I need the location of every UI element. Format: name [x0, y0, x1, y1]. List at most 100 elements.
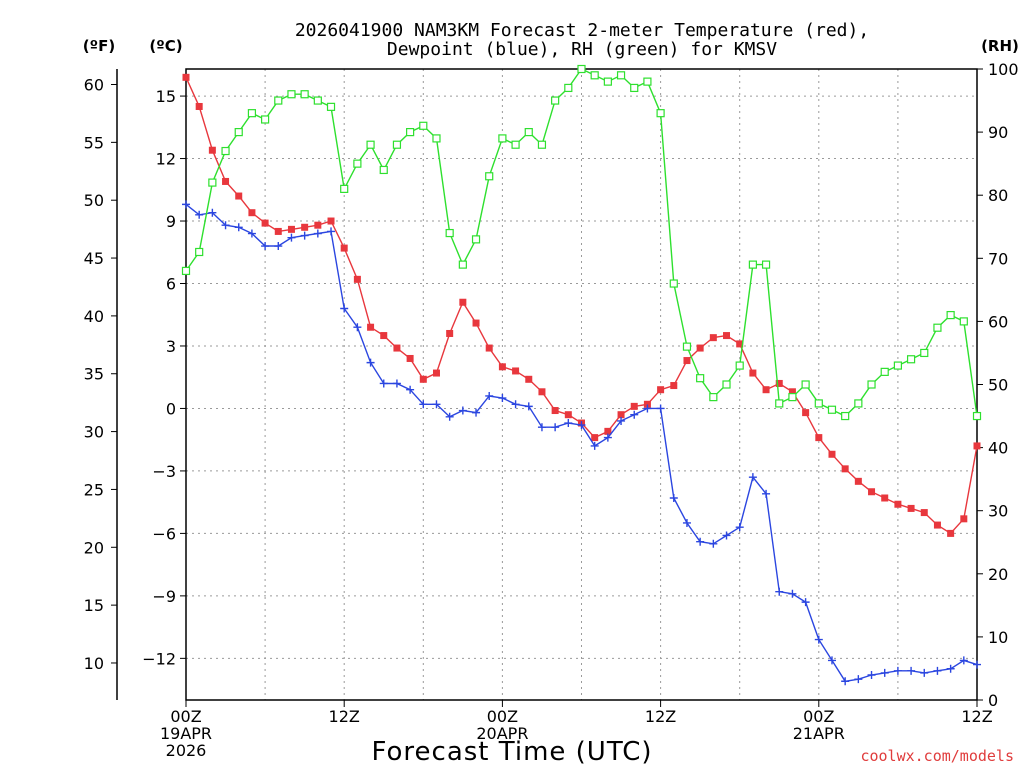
rh-point [669, 279, 678, 288]
temperature-point [973, 442, 981, 450]
celsius-tick-label: 0 [166, 399, 176, 418]
dewpoint-point [458, 406, 467, 415]
temperature-point [696, 344, 704, 352]
dewpoint-point [827, 656, 836, 665]
rh-tick-label: 30 [988, 502, 1008, 521]
x-tick-label: 00Z 19APR 2026 [160, 707, 212, 760]
rh-point [933, 323, 942, 332]
tick-labels: 15129630−3−6−9−1260555045403530252015101… [84, 60, 1019, 760]
rh-point [498, 134, 507, 143]
rh-point [247, 109, 257, 118]
rh-point [630, 83, 639, 93]
dewpoint-point [577, 421, 586, 430]
dewpoint-point [630, 410, 639, 419]
dewpoint-point [498, 394, 507, 403]
temperature-point [604, 427, 612, 435]
temperature-point [380, 332, 388, 340]
dewpoint-series [182, 200, 981, 686]
temperature-point [683, 357, 691, 365]
dewpoint-point [366, 358, 375, 367]
dewpoint-point [709, 539, 718, 548]
celsius-unit-label: (ºC) [149, 37, 182, 55]
fahrenheit-tick-label: 55 [84, 133, 104, 152]
celsius-tick-label: −6 [152, 524, 176, 543]
x-axis-label: Forecast Time (UTC) [371, 737, 652, 767]
rh-tick-label: 80 [988, 186, 1008, 205]
fahrenheit-tick-label: 60 [84, 76, 104, 95]
dewpoint-point [748, 473, 757, 482]
temperature-point [788, 388, 796, 396]
temperature-series [182, 73, 981, 537]
temperature-point [841, 465, 849, 473]
rh-point [735, 361, 744, 370]
rh-point [485, 172, 494, 181]
dewpoint-point [353, 323, 362, 332]
temperature-point [617, 411, 625, 419]
rh-point [221, 146, 230, 156]
rh-point [340, 184, 349, 193]
dewpoint-point [221, 221, 230, 230]
temperature-point [367, 323, 375, 331]
dewpoint-point [590, 441, 599, 450]
rh-point [406, 128, 415, 137]
rh-point [682, 342, 692, 351]
temperature-point [248, 209, 256, 217]
rh-tick-label: 50 [988, 376, 1008, 395]
temperature-point [960, 515, 968, 523]
temperature-point [340, 244, 348, 252]
celsius-tick-label: 6 [166, 274, 176, 293]
temperature-point [881, 494, 889, 502]
rh-point [709, 393, 718, 402]
dewpoint-point [551, 423, 560, 432]
temperature-point [393, 344, 401, 352]
rh-point [841, 411, 850, 421]
rh-point [814, 399, 823, 408]
temperature-point [933, 521, 941, 529]
fahrenheit-tick-label: 40 [84, 307, 104, 326]
temperature-point [419, 375, 427, 383]
temperature-point [749, 369, 757, 377]
dewpoint-point [327, 227, 336, 236]
rh-point [696, 374, 705, 383]
temperature-point [498, 363, 506, 371]
rh-tick-label: 40 [988, 439, 1008, 458]
dewpoint-point [722, 531, 731, 540]
temperature-point [353, 275, 361, 283]
celsius-tick-label: 9 [166, 212, 176, 231]
rh-point [234, 128, 243, 137]
dewpoint-point [485, 391, 494, 400]
dewpoint-point [959, 656, 968, 665]
temperature-point [261, 219, 269, 227]
x-tick-label: 12Z [645, 707, 676, 726]
rh-point [854, 399, 863, 408]
rh-point [906, 355, 916, 364]
x-tick-label: 00Z 21APR [793, 707, 845, 743]
temperature-point [485, 344, 493, 352]
temperature-point [736, 340, 744, 348]
fahrenheit-tick-label: 50 [84, 191, 104, 210]
rh-point [564, 83, 573, 93]
rh-point [722, 380, 731, 389]
dewpoint-point [920, 668, 929, 677]
rh-point [274, 96, 283, 105]
temperature-point [195, 102, 203, 110]
rh-point [775, 399, 784, 408]
rh-point [920, 348, 929, 358]
fahrenheit-tick-label: 25 [84, 480, 104, 499]
x-tick-label: 12Z [961, 707, 992, 726]
temperature-point [630, 402, 638, 410]
rh-point [972, 411, 982, 421]
rh-point [577, 64, 586, 74]
dewpoint-point [775, 587, 784, 596]
dewpoint-point [801, 598, 810, 607]
rh-point [946, 310, 955, 320]
rh-point [827, 405, 837, 414]
dewpoint-point [682, 518, 691, 527]
rh-point [616, 71, 626, 80]
temperature-point [222, 177, 230, 185]
rh-point [313, 96, 322, 105]
temperature-point [235, 192, 243, 200]
rh-point [590, 71, 599, 80]
rh-point [353, 159, 362, 168]
dewpoint-point [696, 537, 705, 546]
